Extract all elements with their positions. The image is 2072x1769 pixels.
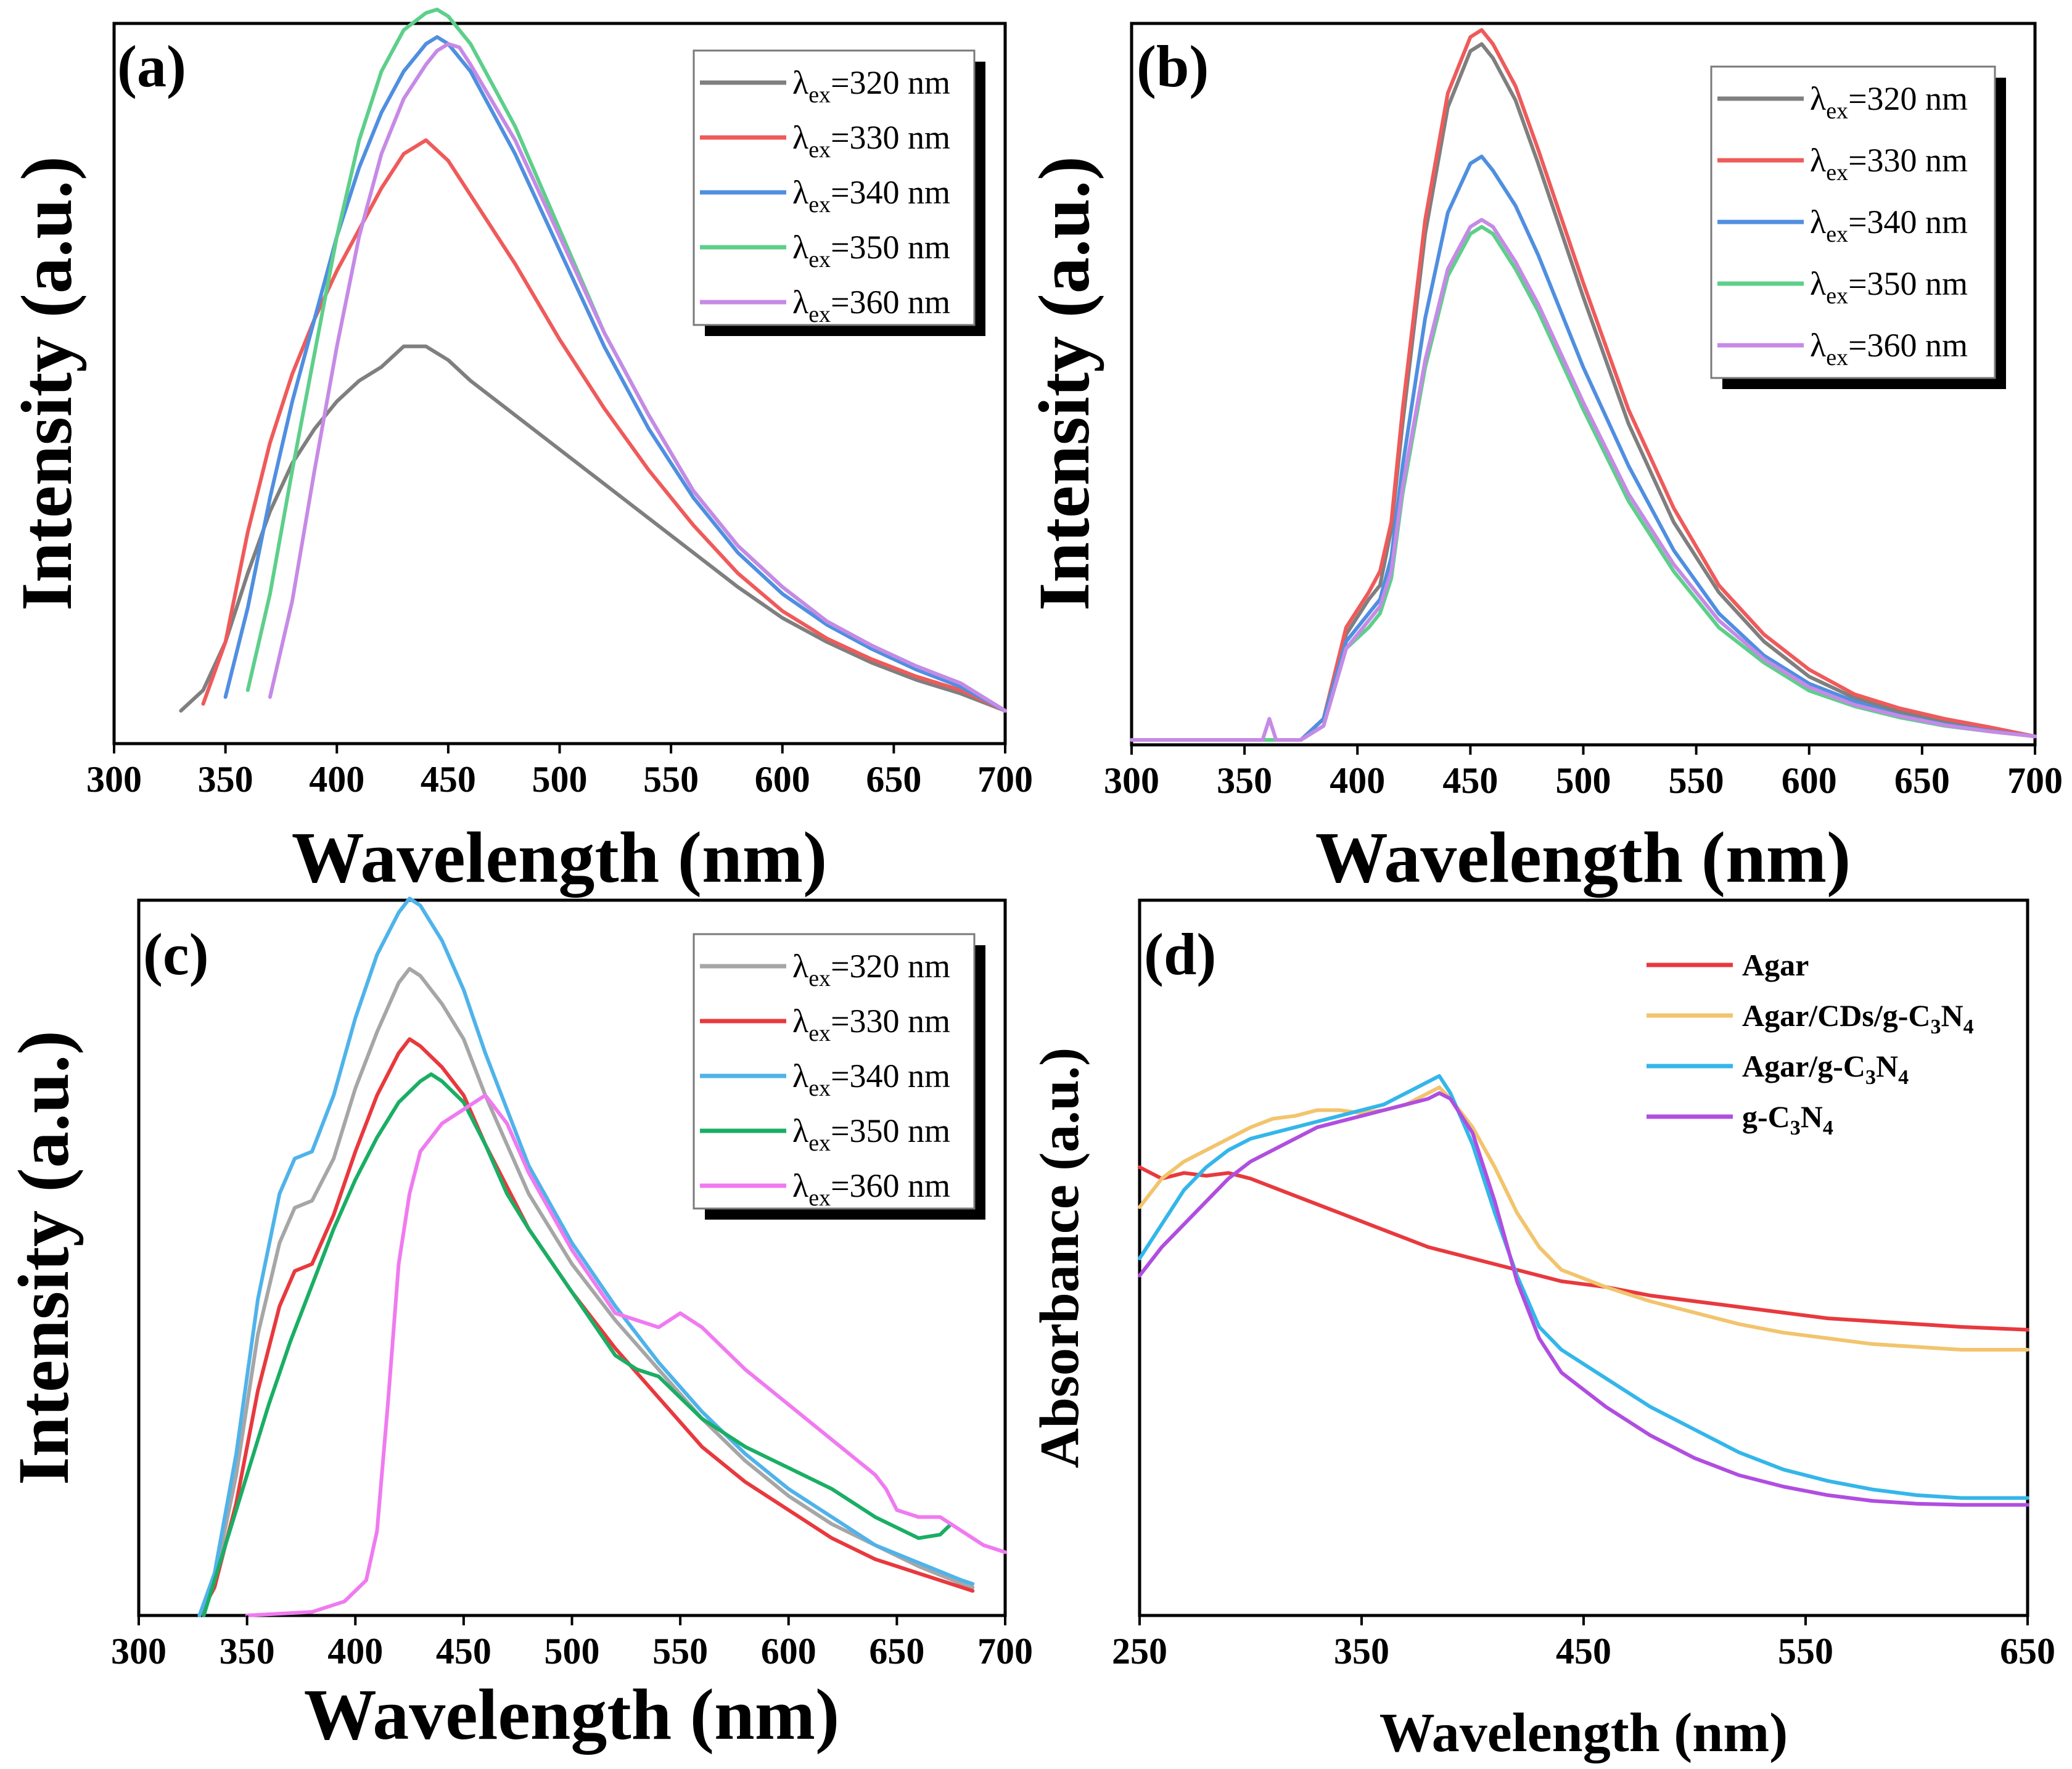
series-line-320 bbox=[1130, 42, 2037, 742]
x-tick-label: 350 bbox=[1217, 760, 1272, 801]
panel-c-ylabel: Intensity (a.u.) bbox=[3, 1030, 84, 1485]
x-tick-label: 450 bbox=[421, 759, 476, 800]
panel-b: (b) 300 350 400 450 500 550 600 650 700 Waveleng… bbox=[1024, 22, 2063, 898]
x-tick-label: 400 bbox=[309, 759, 364, 800]
x-tick-label: 650 bbox=[2000, 1631, 2055, 1672]
x-tick-label: 350 bbox=[198, 759, 253, 800]
x-tick-label: 600 bbox=[1782, 760, 1837, 801]
x-tick-label: 650 bbox=[866, 759, 921, 800]
panel-a-label: (a) bbox=[117, 33, 186, 99]
panel-b-label: (b) bbox=[1137, 33, 1209, 99]
series-line-s3 bbox=[1138, 1091, 2029, 1507]
legend-label: λex=340 nm bbox=[1810, 203, 1968, 247]
legend-label: λex=340 nm bbox=[792, 174, 950, 218]
series-line-s2 bbox=[1138, 1074, 2029, 1500]
legend-label: λex=320 nm bbox=[792, 948, 950, 991]
series-line-320 bbox=[197, 967, 975, 1617]
x-tick-label: 550 bbox=[1669, 760, 1724, 801]
legend-label: g-C3N4 bbox=[1742, 1099, 1833, 1139]
x-tick-label: 700 bbox=[977, 1631, 1033, 1672]
series-line-330 bbox=[1130, 28, 2037, 742]
series-line-340 bbox=[223, 35, 1007, 713]
panel-d-xlabel: Wavelength (nm) bbox=[1379, 1702, 1788, 1763]
series-line-330 bbox=[201, 138, 1007, 713]
x-tick-label: 550 bbox=[643, 759, 699, 800]
panel-d-label: (d) bbox=[1144, 921, 1216, 987]
legend-label: Agar/CDs/g-C3N4 bbox=[1742, 998, 1974, 1038]
legend-label: λex=330 nm bbox=[792, 119, 950, 163]
x-tick-label: 700 bbox=[977, 759, 1033, 800]
legend-label: λex=320 nm bbox=[1810, 80, 1968, 124]
legend-label: Agar/g-C3N4 bbox=[1742, 1049, 1909, 1089]
x-tick-label: 700 bbox=[2007, 760, 2063, 801]
legend-box bbox=[693, 49, 976, 326]
legend-label: λex=340 nm bbox=[792, 1057, 950, 1101]
panel-a-ylabel: Intensity (a.u.) bbox=[6, 156, 87, 611]
x-tick-label: 450 bbox=[436, 1631, 491, 1672]
series-line-320 bbox=[179, 344, 1007, 713]
series-line-340 bbox=[1130, 154, 2037, 742]
x-tick-label: 450 bbox=[1442, 760, 1498, 801]
x-tick-label: 400 bbox=[1330, 760, 1385, 801]
x-tick-label: 300 bbox=[1104, 760, 1159, 801]
series-line-360 bbox=[268, 42, 1007, 713]
panel-d: (d) 250 350 450 550 650 Wavelength (nm) Abso… bbox=[1029, 898, 2055, 1763]
x-tick-label: 500 bbox=[532, 759, 588, 800]
series-line-360 bbox=[245, 1093, 1007, 1617]
x-tick-label: 450 bbox=[1556, 1631, 1611, 1672]
x-tick-label: 650 bbox=[1894, 760, 1950, 801]
panel-c-xlabel: Wavelength (nm) bbox=[304, 1674, 840, 1755]
legend-label: λex=350 nm bbox=[792, 1112, 950, 1156]
legend-label: λex=320 nm bbox=[792, 64, 950, 108]
x-tick-label: 350 bbox=[1334, 1631, 1389, 1672]
panel-a-xlabel: Wavelength (nm) bbox=[292, 817, 828, 898]
legend-box bbox=[693, 933, 976, 1210]
legend-label: λex=350 nm bbox=[792, 229, 950, 273]
legend-label: λex=330 nm bbox=[1810, 142, 1968, 186]
x-tick-label: 600 bbox=[755, 759, 810, 800]
panel-c-label: (c) bbox=[143, 921, 209, 987]
x-tick-label: 650 bbox=[869, 1631, 924, 1672]
x-tick-label: 350 bbox=[220, 1631, 275, 1672]
x-tick-label: 550 bbox=[1778, 1631, 1833, 1672]
legend-label: λex=350 nm bbox=[1810, 265, 1968, 309]
x-tick-label: 300 bbox=[86, 759, 142, 800]
series-line-360 bbox=[1130, 218, 2037, 742]
panel-b-ylabel: Intensity (a.u.) bbox=[1024, 156, 1104, 611]
x-tick-label: 550 bbox=[652, 1631, 708, 1672]
x-tick-label: 250 bbox=[1112, 1631, 1167, 1672]
legend-label: λex=360 nm bbox=[792, 284, 950, 327]
legend-label: λex=330 nm bbox=[792, 1003, 950, 1046]
series-line-s1 bbox=[1138, 1085, 2029, 1352]
legend-label: Agar bbox=[1742, 948, 1809, 982]
series-line-330 bbox=[197, 1037, 975, 1617]
x-tick-label: 400 bbox=[327, 1631, 383, 1672]
x-tick-label: 600 bbox=[761, 1631, 816, 1672]
panel-a: (a) 300 350 400 450 500 550 600 650 700 Waveleng… bbox=[6, 7, 1033, 898]
panel-b-xlabel: Wavelength (nm) bbox=[1315, 817, 1851, 898]
legend-label: λex=360 nm bbox=[792, 1167, 950, 1211]
panel-c: (c) 300 350 400 450 500 550 600 650 700 Waveleng… bbox=[3, 897, 1033, 1755]
x-tick-label: 500 bbox=[1556, 760, 1611, 801]
series-line-350 bbox=[202, 1072, 953, 1617]
legend-label: λex=360 nm bbox=[1810, 327, 1968, 371]
panel-d-ylabel: Absorbance (a.u.) bbox=[1029, 1048, 1090, 1469]
x-tick-label: 300 bbox=[111, 1631, 166, 1672]
series-line-340 bbox=[197, 897, 975, 1617]
series-line-s0 bbox=[1138, 1165, 2029, 1332]
x-tick-label: 500 bbox=[545, 1631, 600, 1672]
